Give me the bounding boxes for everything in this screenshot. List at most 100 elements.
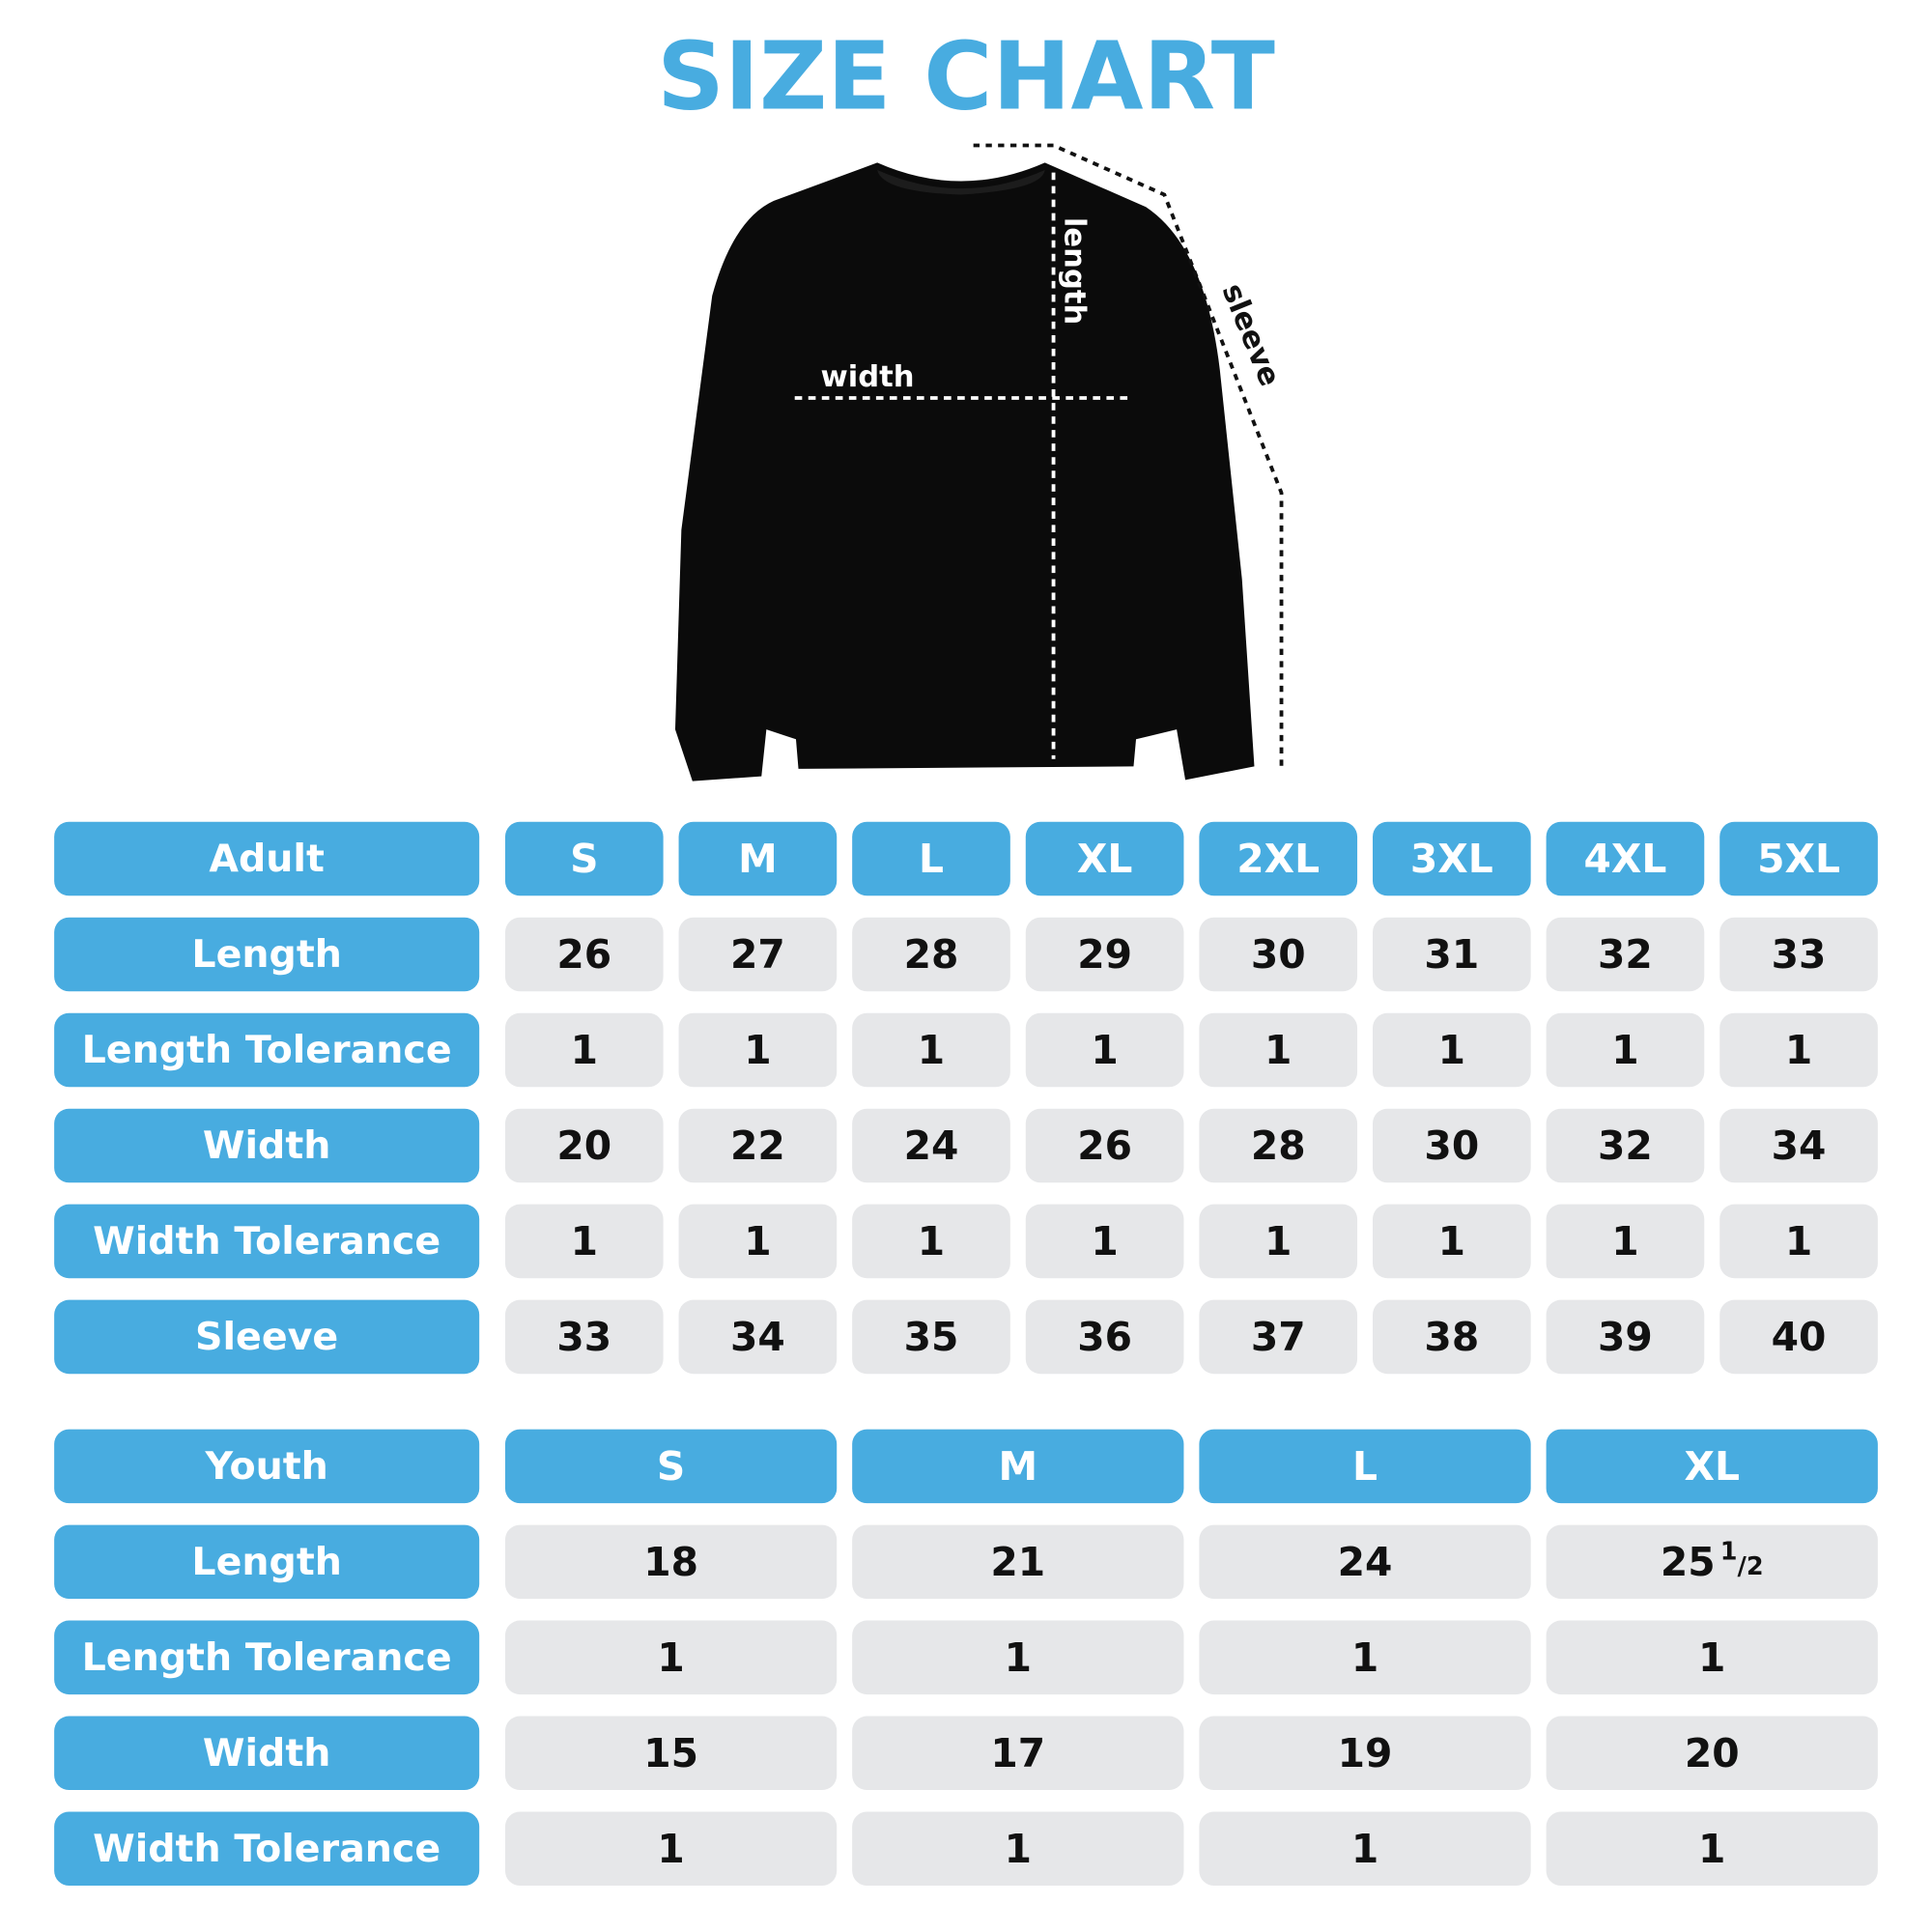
header-cell: [54, 1299, 480, 1375]
cell-text: 1: [1264, 1027, 1292, 1073]
value-cell: [1025, 917, 1184, 992]
header-cell: [504, 1429, 838, 1504]
cell-text: 1: [1351, 1634, 1378, 1681]
cell-text: 25 1/2: [1661, 1538, 1764, 1585]
value-cell: [1199, 1204, 1358, 1279]
header-cell: [852, 1429, 1184, 1504]
header-cell: [1372, 821, 1531, 896]
value-cell: [1546, 1716, 1878, 1791]
cell-text: 31: [1424, 931, 1479, 978]
header-cell: [54, 1108, 480, 1183]
cell-text: Width Tolerance: [93, 1827, 440, 1871]
value-cell: [1546, 1524, 1878, 1600]
cell-text: Width: [203, 1731, 330, 1776]
value-cell: [1719, 1204, 1878, 1279]
cell-text: S: [570, 836, 598, 882]
cell-text: 22: [730, 1122, 785, 1169]
value-cell: [1372, 917, 1531, 992]
sweater: [674, 162, 1255, 781]
cell-text: 1: [1351, 1826, 1378, 1872]
header-cell: [54, 1204, 480, 1279]
value-cell: [504, 1299, 664, 1375]
header-cell: [678, 821, 838, 896]
collar: [877, 170, 1045, 195]
header-cell: [54, 1012, 480, 1088]
cell-text: 30: [1424, 1122, 1479, 1169]
value-cell: [1546, 917, 1705, 992]
value-cell: [1719, 1108, 1878, 1183]
cell-text: 5XL: [1757, 836, 1840, 882]
header-cell: [1199, 1429, 1531, 1504]
value-cell: [1025, 1204, 1184, 1279]
value-cell: [504, 917, 664, 992]
cell-text: M: [999, 1443, 1038, 1490]
value-cell: [504, 1524, 838, 1600]
cell-text: 28: [1251, 1122, 1306, 1169]
cell-text: Adult: [209, 837, 324, 881]
cell-text: 1: [657, 1634, 684, 1681]
whole: 25: [1661, 1539, 1716, 1585]
value-cell: [504, 1811, 838, 1887]
cell-text: 17: [990, 1730, 1045, 1776]
value-cell: [1372, 1299, 1531, 1375]
value-cell: [1719, 917, 1878, 992]
cell-text: 33: [1772, 931, 1827, 978]
value-cell: [1372, 1012, 1531, 1088]
cell-text: 1: [1611, 1027, 1638, 1073]
cell-text: 36: [1077, 1314, 1132, 1360]
cell-text: 1: [918, 1218, 945, 1264]
value-cell: [1546, 1299, 1705, 1375]
value-cell: [1546, 1108, 1705, 1183]
value-cell: [1025, 1012, 1184, 1088]
cell-text: 2XL: [1236, 836, 1320, 882]
value-cell: [678, 1108, 838, 1183]
header-cell: [1199, 821, 1358, 896]
value-cell: [1372, 1204, 1531, 1279]
value-cell: [1199, 1620, 1531, 1695]
cell-text: 35: [904, 1314, 959, 1360]
value-cell: [852, 917, 1010, 992]
cell-text: 26: [1077, 1122, 1132, 1169]
value-cell: [1372, 1108, 1531, 1183]
cell-text: XL: [1077, 836, 1132, 882]
value-cell: [852, 1811, 1184, 1887]
cell-text: 1: [1091, 1027, 1118, 1073]
cell-text: 1: [1785, 1027, 1812, 1073]
cell-text: Width: [203, 1123, 330, 1168]
value-cell: [852, 1108, 1010, 1183]
cell-text: 4XL: [1584, 836, 1667, 882]
cell-text: 1: [1438, 1218, 1465, 1264]
value-cell: [1199, 1716, 1531, 1791]
value-cell: [504, 1620, 838, 1695]
cell-text: Youth: [204, 1444, 327, 1489]
cell-text: Length Tolerance: [82, 1028, 452, 1072]
header-cell: [54, 1524, 480, 1600]
cell-text: 24: [904, 1122, 959, 1169]
header-cell: [54, 1811, 480, 1887]
header-cell: [1025, 821, 1184, 896]
value-cell: [1199, 917, 1358, 992]
cell-text: M: [738, 836, 778, 882]
header-cell: [852, 821, 1010, 896]
cell-text: 1: [1091, 1218, 1118, 1264]
value-cell: [1199, 1108, 1358, 1183]
cell-text: 33: [556, 1314, 611, 1360]
header-cell: [54, 917, 480, 992]
value-cell: [1719, 1299, 1878, 1375]
cell-text: 20: [1685, 1730, 1740, 1776]
value-cell: [1546, 1204, 1705, 1279]
cell-text: 24: [1338, 1539, 1393, 1585]
value-cell: [678, 1012, 838, 1088]
header-cell: [1546, 1429, 1878, 1504]
value-cell: [678, 917, 838, 992]
sleeve-line: [973, 143, 1284, 771]
value-cell: [1199, 1524, 1531, 1600]
header-cell: [54, 1620, 480, 1695]
value-cell: [1546, 1620, 1878, 1695]
value-cell: [852, 1204, 1010, 1279]
cell-text: L: [919, 836, 944, 882]
cell-text: 18: [643, 1539, 698, 1585]
header-cell: [54, 1429, 480, 1504]
cell-text: L: [1352, 1443, 1378, 1490]
